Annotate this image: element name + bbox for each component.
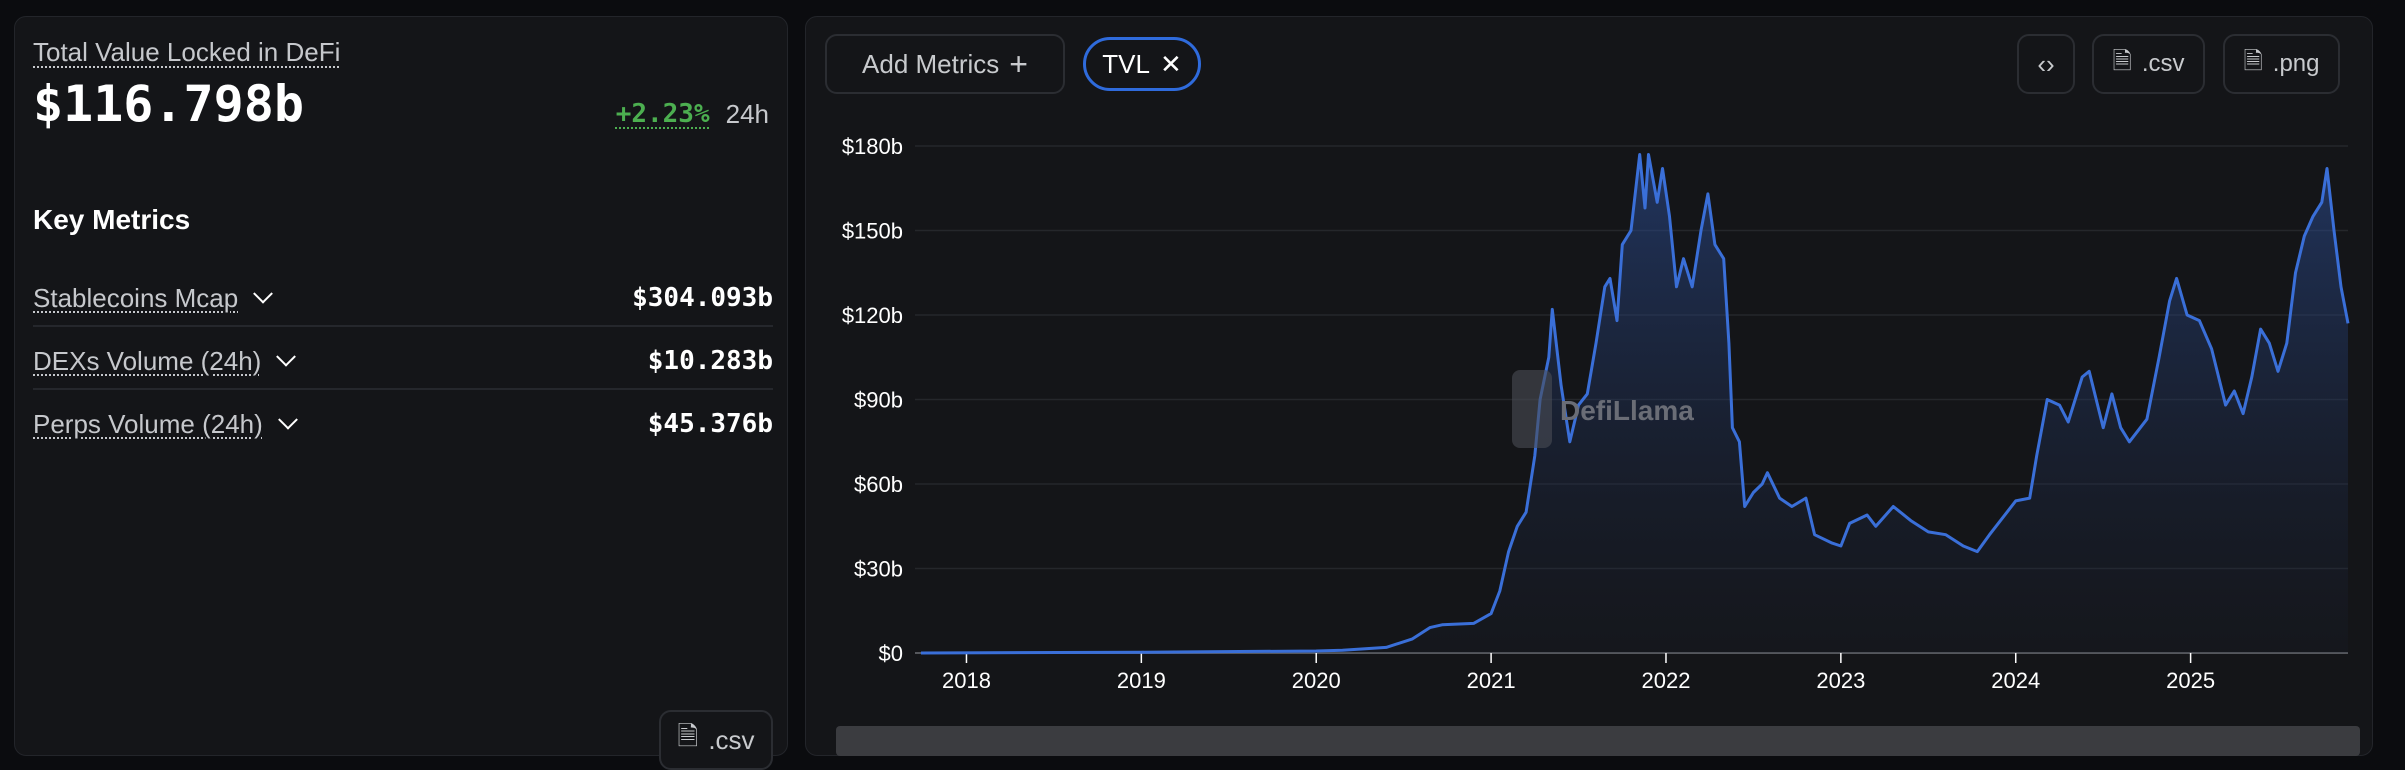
x-tick-label: 2022 bbox=[1642, 668, 1691, 693]
x-tick-label: 2020 bbox=[1292, 668, 1341, 693]
y-tick-label: $0 bbox=[879, 641, 903, 666]
x-tick-label: 2024 bbox=[1991, 668, 2040, 693]
watermark-logo-icon bbox=[1512, 370, 1552, 448]
x-tick-label: 2023 bbox=[1816, 668, 1865, 693]
tvl-chart: $0 $30b $60b $90b $120b $150b $180b 2018 2019 202… bbox=[0, 0, 2405, 733]
y-tick-label: $180b bbox=[842, 134, 903, 159]
x-tick-label: 2018 bbox=[942, 668, 991, 693]
x-tick-label: 2021 bbox=[1467, 668, 1516, 693]
watermark: DefiLlama bbox=[1560, 395, 1694, 426]
x-tick-label: 2025 bbox=[2166, 668, 2215, 693]
y-tick-label: $90b bbox=[854, 388, 903, 413]
y-tick-label: $150b bbox=[842, 219, 903, 244]
y-tick-label: $120b bbox=[842, 303, 903, 328]
y-tick-label: $30b bbox=[854, 557, 903, 582]
x-tick-label: 2019 bbox=[1117, 668, 1166, 693]
y-tick-label: $60b bbox=[854, 472, 903, 497]
